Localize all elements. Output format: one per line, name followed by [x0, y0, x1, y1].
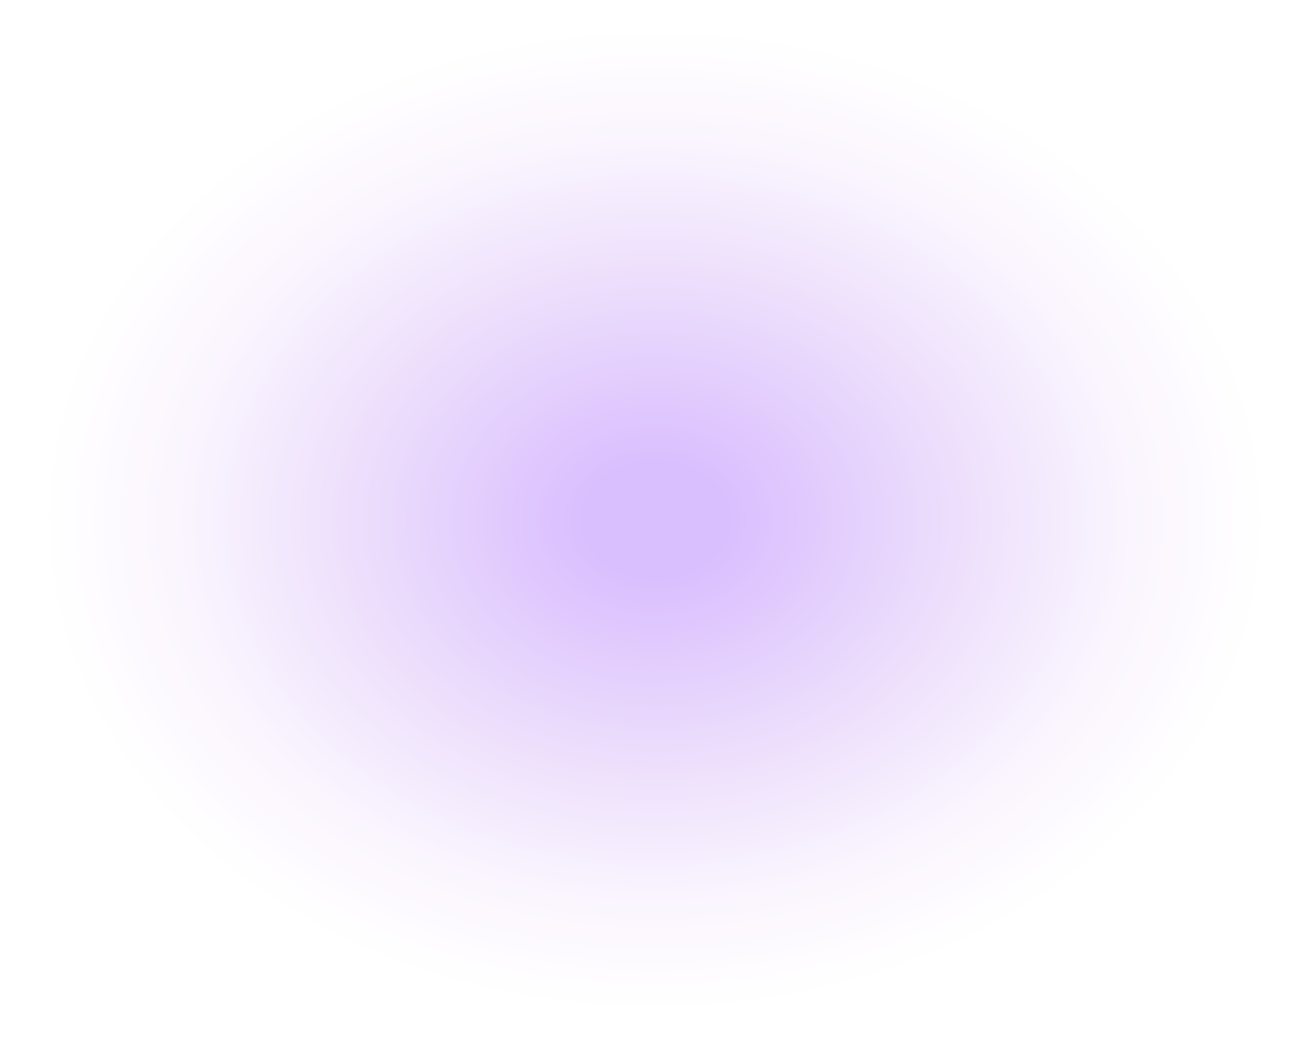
radial-gradient-background: [0, 0, 1310, 1037]
